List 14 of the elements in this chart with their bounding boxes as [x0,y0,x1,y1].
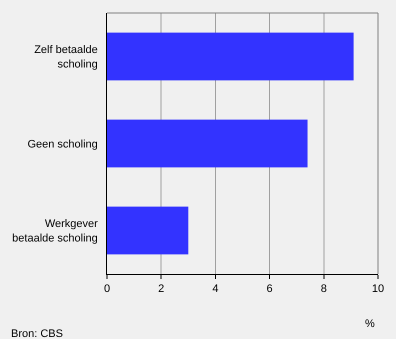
x-tick-label: 2 [158,283,164,296]
bar [107,120,308,168]
y-tick-label: Zelf betaalde scholing [34,44,98,70]
y-tick-label: Geen scholing [27,138,98,150]
x-axis-title: % [365,318,375,330]
y-tick-label: Werkgever betaalde scholing [12,218,98,244]
x-tick-label: 10 [372,283,384,296]
bar [107,32,354,80]
bar [107,206,188,254]
x-tick-label: 4 [212,283,218,296]
x-tick-label: 6 [266,283,273,296]
text: Bron: CBS [11,328,63,339]
x-tick-label: 8 [320,283,327,296]
x-tick-label: 0 [104,283,110,296]
